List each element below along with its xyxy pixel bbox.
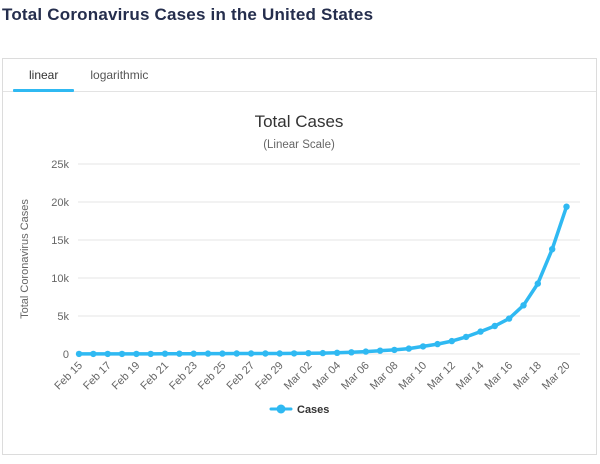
svg-text:Mar 16: Mar 16 (483, 360, 516, 393)
svg-text:15k: 15k (51, 235, 69, 247)
svg-text:Mar 08: Mar 08 (368, 360, 401, 393)
svg-text:Mar 04: Mar 04 (311, 360, 344, 393)
svg-text:Mar 02: Mar 02 (282, 360, 315, 393)
svg-text:Mar 06: Mar 06 (339, 360, 372, 393)
chart-title: Total Cases (255, 112, 344, 131)
svg-text:0: 0 (63, 349, 69, 361)
chart: Total Cases (Linear Scale) Total Coronav… (3, 92, 596, 454)
svg-text:Mar 12: Mar 12 (425, 360, 458, 393)
series-cases (75, 203, 570, 358)
svg-text:Feb 27: Feb 27 (224, 360, 257, 393)
svg-text:Feb 17: Feb 17 (81, 360, 114, 393)
svg-text:25k: 25k (51, 159, 69, 171)
svg-text:5k: 5k (57, 311, 69, 323)
svg-text:Feb 19: Feb 19 (110, 360, 143, 393)
legend-item-cases[interactable]: Cases (269, 404, 329, 416)
svg-text:Mar 20: Mar 20 (540, 360, 573, 393)
tab-linear-label: linear (29, 68, 59, 82)
chart-subtitle: (Linear Scale) (263, 139, 335, 151)
svg-text:Feb 23: Feb 23 (167, 360, 200, 393)
scale-tabs: linear logarithmic (3, 59, 596, 92)
svg-text:10k: 10k (51, 273, 69, 285)
svg-text:Feb 29: Feb 29 (253, 360, 286, 393)
gridlines (78, 163, 580, 355)
y-axis-title: Total Coronavirus Cases (19, 199, 31, 319)
tab-logarithmic[interactable]: logarithmic (74, 59, 164, 91)
tab-linear[interactable]: linear (13, 59, 75, 92)
svg-text:Feb 21: Feb 21 (138, 360, 171, 393)
svg-text:Mar 18: Mar 18 (511, 360, 544, 393)
svg-text:Mar 14: Mar 14 (454, 360, 487, 393)
svg-text:Feb 25: Feb 25 (196, 360, 229, 393)
svg-text:20k: 20k (51, 197, 69, 209)
svg-text:Feb 15: Feb 15 (52, 360, 85, 393)
legend-dot-marker (276, 404, 286, 414)
line-chart: Total Cases (Linear Scale) Total Coronav… (19, 112, 580, 416)
chart-panel: linear logarithmic Total Cases (Linear S… (2, 58, 597, 455)
svg-text:Mar 10: Mar 10 (397, 360, 430, 393)
tab-logarithmic-label: logarithmic (90, 68, 149, 82)
y-tick-labels: 0 5k 10k 15k 20k 25k (51, 159, 69, 361)
legend-label: Cases (297, 404, 329, 416)
page-title: Total Coronavirus Cases in the United St… (2, 5, 374, 24)
